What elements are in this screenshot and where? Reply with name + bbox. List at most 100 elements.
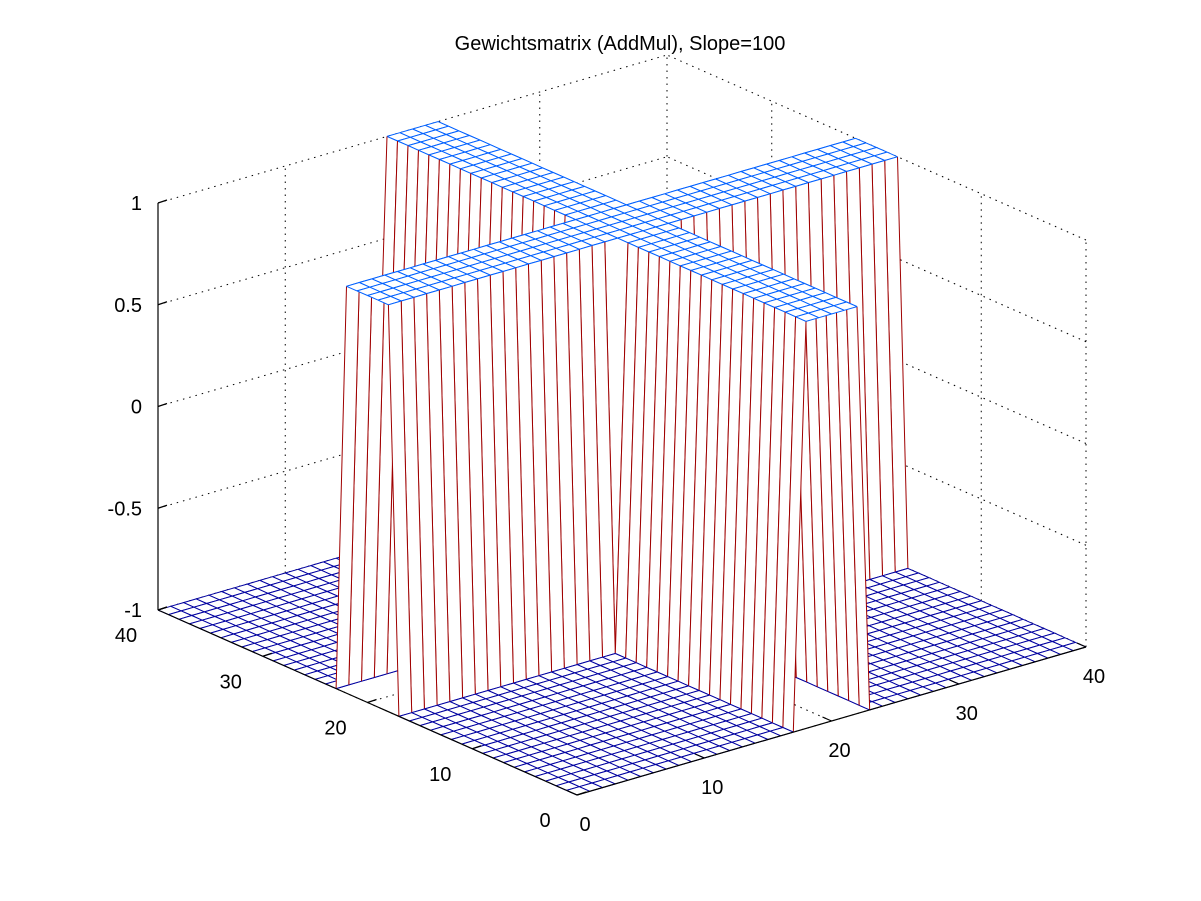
mesh-edge: [550, 176, 564, 182]
mesh-edge: [511, 153, 523, 160]
mesh-edge: [246, 583, 258, 590]
mesh-edge: [237, 616, 249, 623]
mesh-edge: [303, 586, 317, 592]
mesh-edge: [212, 620, 226, 626]
mesh-edge: [308, 569, 322, 575]
mesh-edge: [493, 170, 507, 175]
mesh-edge: [244, 591, 256, 598]
mesh-edge: [563, 176, 575, 183]
mesh-edge: [212, 624, 224, 630]
mesh-edge: [309, 611, 321, 617]
mesh-edge: [282, 580, 294, 587]
mesh-edge: [214, 616, 226, 622]
mesh-edge: [220, 633, 234, 639]
mesh-edge: [317, 624, 329, 630]
mesh-edge: [280, 585, 294, 591]
mesh-edge: [779, 156, 793, 161]
mesh-edge: [514, 183, 526, 189]
mesh-edge: [246, 626, 260, 631]
mesh-edge: [318, 574, 332, 579]
mesh-edge: [240, 608, 252, 615]
mesh-edge: [248, 621, 260, 628]
mesh-edge: [853, 142, 867, 148]
mesh-edge: [273, 610, 287, 616]
mesh-edge: [464, 147, 478, 153]
mesh-edge: [517, 171, 531, 176]
mesh-edge: [256, 630, 270, 636]
mesh-edge: [261, 614, 275, 619]
mesh-edge: [827, 149, 841, 155]
mesh-edge: [293, 585, 305, 592]
mesh-edge: [310, 565, 322, 571]
mesh-edge: [258, 626, 270, 632]
mesh-edge: [267, 592, 279, 599]
mesh-edge: [178, 615, 192, 620]
mesh-edge: [323, 561, 335, 567]
mesh-edge: [271, 618, 285, 624]
mesh-edge: [191, 615, 203, 621]
mesh-edge: [441, 147, 455, 152]
mesh-edge: [199, 624, 213, 629]
mesh-edge: [170, 605, 182, 612]
mesh-edge: [183, 602, 195, 608]
mesh-edge: [458, 130, 470, 136]
mesh-edge: [201, 616, 216, 621]
mesh-edge: [428, 150, 442, 156]
mesh-edge: [322, 607, 334, 614]
mesh-edge: [329, 582, 341, 589]
mesh-edge: [418, 146, 432, 151]
mesh-edge: [309, 607, 323, 613]
mesh-edge: [235, 625, 247, 631]
mesh-edge: [525, 184, 539, 189]
mesh-edge: [443, 142, 455, 148]
mesh-edge: [189, 619, 203, 625]
mesh-edge: [477, 147, 489, 154]
mesh-edge: [234, 583, 248, 589]
mesh-edge: [295, 573, 309, 579]
mesh-edge: [294, 623, 306, 629]
mesh-edge: [259, 576, 273, 581]
mesh-edge: [206, 599, 220, 604]
mesh-edge: [317, 620, 332, 626]
mesh-edge: [272, 572, 286, 578]
mesh-edge: [542, 167, 554, 173]
mesh-edge: [399, 132, 411, 138]
mesh-edge: [270, 580, 284, 586]
mesh-edge: [285, 568, 299, 574]
mesh-edge: [477, 144, 491, 149]
mesh-edge: [521, 158, 533, 164]
mesh-edge: [233, 629, 247, 635]
mesh-edge: [314, 594, 326, 601]
mesh-edge: [278, 597, 290, 604]
mesh-edge: [320, 612, 334, 617]
mesh-edge: [842, 137, 856, 143]
mesh-edge: [282, 577, 296, 582]
mesh-edge: [316, 586, 328, 592]
mesh-edge: [529, 171, 541, 177]
mesh-edge: [508, 158, 522, 163]
mesh-edge: [498, 157, 510, 163]
mesh-edge: [271, 622, 283, 629]
mesh-edge: [320, 616, 332, 622]
mesh-edge: [449, 163, 461, 170]
mesh-edge: [475, 156, 487, 162]
mesh-edge: [324, 595, 338, 601]
mesh-edge: [269, 630, 281, 637]
mesh-edge: [320, 569, 332, 576]
mesh-edge: [460, 164, 474, 170]
mesh-edge: [552, 172, 564, 178]
mesh-edge: [435, 129, 447, 135]
mesh-edge: [242, 596, 256, 602]
mesh-edge: [479, 139, 491, 146]
mesh-edge: [428, 154, 440, 160]
mesh-edge: [297, 568, 309, 575]
mesh-edge: [276, 605, 287, 612]
mesh-edge: [487, 148, 501, 154]
mesh-edge: [269, 627, 283, 632]
mesh-edge: [441, 150, 453, 157]
mesh-edge: [312, 599, 326, 604]
mesh-edge: [180, 610, 192, 616]
mesh-edge: [290, 593, 302, 600]
mesh-edge: [294, 619, 308, 625]
